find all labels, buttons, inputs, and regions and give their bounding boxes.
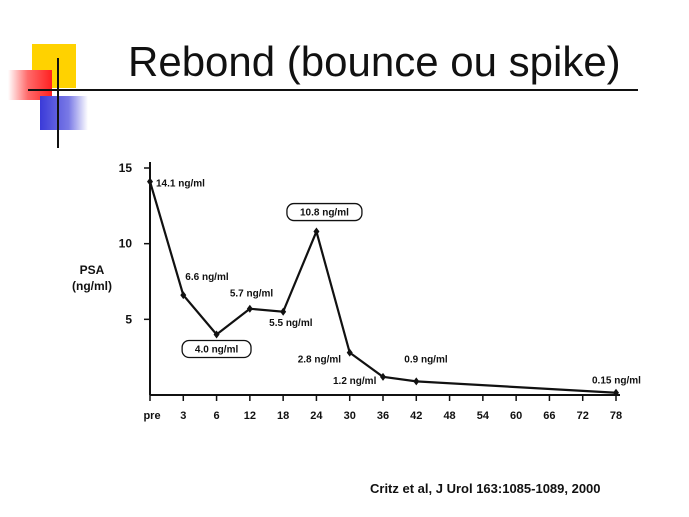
x-tick-label: 3 [180,410,186,422]
x-tick-label: 12 [244,410,256,422]
y-axis-label-unit: (ng/ml) [72,279,112,293]
x-tick-label: 54 [477,410,490,422]
data-label: 10.8 ng/ml [300,208,349,219]
data-point [413,377,420,386]
data-point [147,177,153,186]
x-tick-label: 24 [310,410,323,422]
psa-data-points [147,177,619,397]
citation: Critz et al, J Urol 163:1085-1089, 2000 [370,481,601,496]
data-point [613,388,619,397]
data-label-box [286,202,363,222]
x-tick-label: 6 [214,410,220,422]
data-label: 2.8 ng/ml [298,355,342,366]
data-point [180,291,187,300]
y-tick-label: 10 [119,237,133,251]
data-label: 4.0 ng/ml [195,344,239,355]
x-tick-label: 60 [510,410,522,422]
data-label: 1.2 ng/ml [333,376,377,387]
decor-vertical-line [57,58,59,148]
data-point [213,330,220,339]
data-label: 0.15 ng/ml [592,376,641,387]
data-label: 14.1 ng/ml [156,179,205,190]
data-label-box [181,339,252,359]
x-tick-label: 30 [344,410,356,422]
psa-series-line [148,181,617,394]
x-tick-label: 18 [277,410,289,422]
data-point [380,372,386,381]
data-label: 6.6 ng/ml [185,272,229,283]
x-tick-label: 66 [543,410,555,422]
x-tick-label: 36 [377,410,389,422]
x-axis-ticks: pre 3 6 12 18 24 30 36 42 48 54 60 66 72 78 [143,395,622,422]
chart-axes [149,162,620,396]
y-tick-label: 15 [119,161,133,175]
x-tick-label: 48 [443,410,455,422]
x-tick-label: 78 [610,410,622,422]
data-label: 5.7 ng/ml [230,289,274,300]
decor-red-square [8,70,52,100]
x-tick-label: 72 [577,410,589,422]
slide-title: Rebond (bounce ou spike) [128,38,621,85]
data-labels: 14.1 ng/ml 6.6 ng/ml 4.0 ng/ml 5.7 ng/ml 5.5… [156,179,641,387]
data-label: 0.9 ng/ml [404,354,448,365]
y-tick-label: 5 [125,312,132,326]
decor-blue-square [40,96,88,130]
x-tick-label: 42 [410,410,422,422]
data-point [280,307,287,316]
data-label: 5.5 ng/ml [269,318,313,329]
data-point [246,304,253,313]
y-axis-label: PSA [80,263,105,277]
data-point [346,348,353,357]
y-axis-ticks: 5 10 15 [119,161,150,326]
decor-horizontal-line [28,89,638,91]
data-point [313,227,320,236]
x-tick-label: pre [143,410,160,422]
